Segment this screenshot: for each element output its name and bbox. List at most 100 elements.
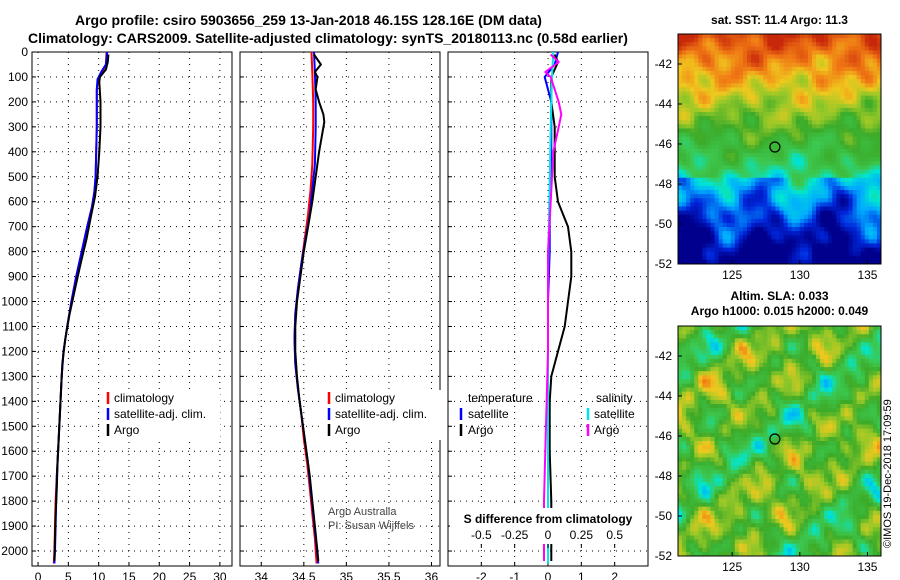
map-cell	[734, 214, 740, 220]
map-cell	[836, 214, 841, 220]
map-cell	[864, 198, 870, 203]
map-cell	[755, 83, 760, 88]
map-cell	[836, 231, 841, 236]
map-cell	[836, 46, 841, 51]
map-cell	[856, 404, 862, 409]
map-cell	[710, 54, 715, 60]
map-cell	[795, 103, 801, 109]
map-cell	[779, 391, 784, 397]
map-cell	[864, 161, 870, 166]
map-cell	[742, 91, 748, 97]
map-cell	[726, 251, 732, 257]
map-cell	[860, 358, 866, 364]
map-cell	[803, 477, 809, 483]
map-cell	[832, 354, 837, 360]
map-cell	[710, 136, 715, 142]
map-cell	[848, 112, 853, 117]
map-cell	[828, 350, 833, 356]
map-cell	[832, 124, 837, 129]
map-cell	[803, 83, 809, 88]
map-cell	[742, 247, 748, 253]
map-cell	[860, 239, 866, 244]
map-cell	[751, 441, 756, 446]
map-cell	[718, 371, 724, 376]
map-cell	[844, 83, 849, 88]
map-cell	[840, 371, 845, 376]
map-cell	[682, 436, 687, 442]
map-cell	[868, 473, 874, 479]
map-cell	[816, 239, 821, 244]
map-cell	[722, 149, 728, 154]
map-cell	[734, 95, 740, 101]
map-cell	[840, 194, 845, 199]
map-cell	[755, 251, 760, 257]
map-cell	[872, 107, 878, 113]
map-cell	[795, 231, 801, 236]
map-cell	[682, 124, 687, 129]
map-cell	[694, 449, 699, 454]
map-cell	[726, 153, 732, 158]
map-cell	[836, 185, 841, 191]
map-cell	[678, 185, 683, 191]
map-cell	[876, 169, 882, 175]
map-cell	[718, 198, 724, 203]
map-cell	[791, 404, 797, 409]
map-cell	[848, 255, 853, 261]
map-cell	[726, 62, 732, 68]
map-cell	[702, 140, 707, 146]
map-cell	[694, 243, 699, 248]
map-cell	[820, 465, 825, 471]
map-cell	[694, 107, 699, 113]
map-cell	[714, 399, 719, 405]
map-cell	[730, 46, 736, 51]
map-cell	[710, 165, 715, 170]
map-cell	[678, 326, 683, 331]
map-cell	[852, 87, 858, 92]
map-cell	[730, 375, 736, 380]
map-cell	[678, 362, 683, 368]
map-cell	[816, 416, 821, 421]
map-cell	[803, 457, 809, 462]
map-cell	[868, 346, 874, 352]
map-cell	[730, 91, 736, 97]
map-cell	[828, 124, 833, 129]
map-cell	[864, 354, 870, 360]
map-cell	[686, 116, 691, 121]
map-cell	[811, 120, 817, 125]
map-cell	[799, 132, 805, 138]
map-cell	[832, 346, 837, 352]
map-cell	[678, 58, 683, 64]
map-cell	[698, 46, 703, 51]
map-cell	[767, 198, 772, 203]
map-cell	[706, 165, 711, 170]
map-cell	[795, 54, 801, 60]
map-cell	[840, 391, 845, 397]
map-cell	[690, 449, 695, 454]
map-cell	[852, 375, 858, 380]
map-cell	[767, 218, 772, 224]
map-cell	[807, 395, 813, 401]
map-cell	[710, 346, 715, 352]
map-cell	[690, 222, 695, 228]
map-cell	[722, 358, 728, 364]
map-cell	[682, 190, 687, 195]
map-cell	[767, 116, 772, 121]
map-cell	[686, 112, 691, 117]
map-cell	[763, 441, 768, 446]
map-cell	[718, 416, 724, 421]
map-cell	[702, 210, 707, 216]
map-cell	[710, 330, 715, 335]
map-cell	[807, 239, 813, 244]
map-cell	[747, 362, 752, 368]
map-cell	[824, 243, 829, 248]
map-cell	[783, 227, 789, 232]
map-cell	[860, 66, 866, 72]
map-cell	[742, 128, 748, 133]
map-cell	[787, 46, 793, 51]
map-cell	[848, 62, 853, 68]
map-cell	[706, 379, 711, 384]
map-cell	[755, 408, 760, 413]
map-cell	[832, 58, 837, 64]
map-cell	[702, 239, 707, 244]
map-cell	[783, 367, 789, 372]
